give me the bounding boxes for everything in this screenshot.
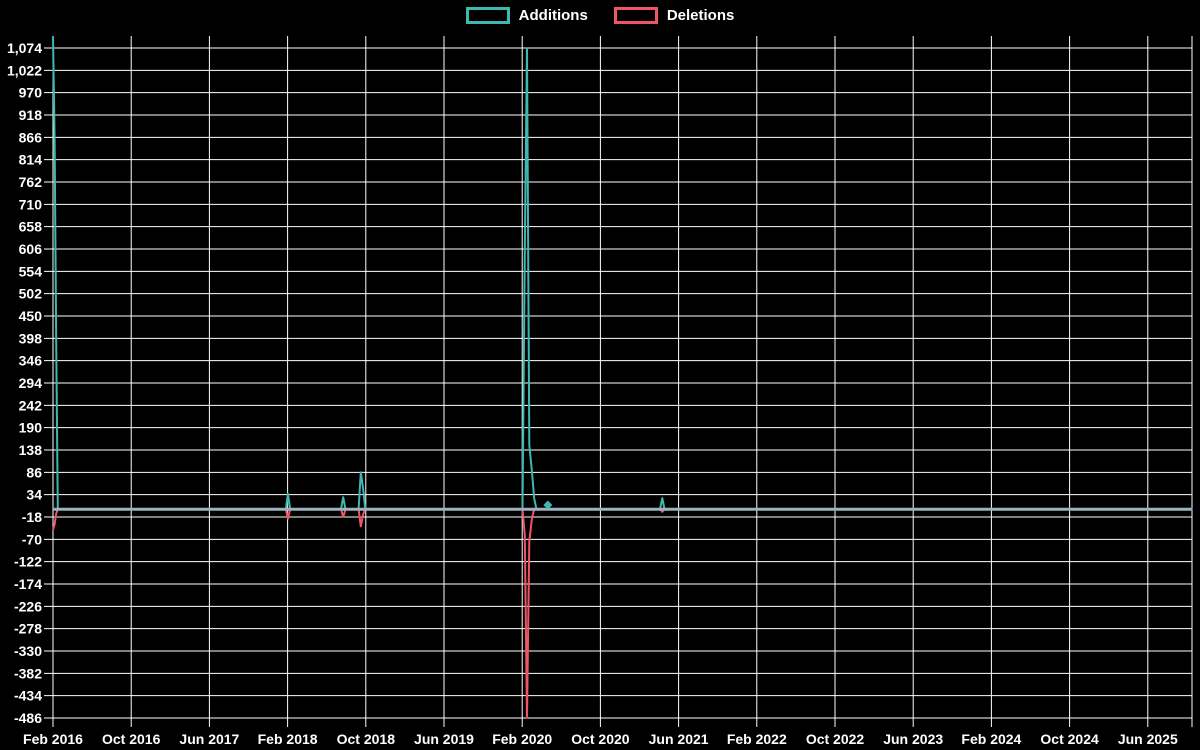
horizontal-gridlines: [44, 47, 1192, 719]
x-axis-tick-label: Feb 2016: [23, 731, 83, 747]
y-axis-tick-label: -122: [14, 554, 42, 570]
y-axis-tick-label: 138: [19, 442, 43, 458]
x-axis-tick-label: Jun 2025: [1118, 731, 1178, 747]
x-axis-tick-label: Feb 2024: [961, 731, 1021, 747]
y-axis-tick-label: 710: [19, 196, 43, 212]
y-axis-tick-label: -382: [14, 665, 42, 681]
x-axis-tick-label: Feb 2018: [258, 731, 318, 747]
y-axis-tick-label: 294: [19, 375, 43, 391]
deletions-swatch-icon: [613, 7, 658, 24]
y-axis-tick-label: 918: [19, 107, 43, 123]
y-axis-tick-label: 606: [19, 241, 43, 257]
x-axis-tick-label: Oct 2020: [571, 731, 630, 747]
x-axis-tick-label: Oct 2024: [1040, 731, 1099, 747]
y-axis-tick-label: -18: [22, 509, 42, 525]
y-axis-tick-label: 34: [26, 487, 42, 503]
chart-legend: Additions Deletions: [0, 7, 1200, 24]
x-axis-tick-label: Jun 2019: [414, 731, 474, 747]
y-axis-tick-label: 970: [19, 85, 43, 101]
additions-swatch-icon: [465, 7, 510, 24]
legend-item-deletions[interactable]: Deletions: [613, 7, 735, 24]
y-axis-tick-label: 1,074: [7, 40, 42, 56]
x-axis-tick-label: Oct 2016: [102, 731, 161, 747]
y-axis-tick-label: -330: [14, 643, 42, 659]
y-axis-tick-label: -174: [14, 576, 42, 592]
x-axis-tick-label: Jun 2023: [883, 731, 943, 747]
y-axis-tick-label: 86: [26, 464, 42, 480]
x-axis-tick-label: Oct 2018: [337, 731, 396, 747]
y-axis-tick-label: -70: [22, 531, 42, 547]
x-axis-tick-labels: Feb 2016 Oct 2016 Jun 2017 Feb 2018 Oct 2018…: [23, 731, 1178, 747]
y-axis-tick-labels: 1,074 1,022 970 918 866 814 762 710 658 606 554 502…: [7, 40, 42, 726]
x-axis-tick-label: Jun 2021: [649, 731, 709, 747]
y-axis-tick-label: 658: [19, 219, 43, 235]
additions-legend-label: Additions: [518, 7, 588, 24]
legend-item-additions[interactable]: Additions: [465, 7, 588, 24]
y-axis-tick-label: 554: [19, 263, 43, 279]
y-axis-tick-label: -226: [14, 598, 42, 614]
y-axis-tick-label: 398: [19, 330, 43, 346]
y-axis-tick-label: 866: [19, 129, 43, 145]
y-axis-tick-label: 502: [19, 286, 43, 302]
deletions-legend-label: Deletions: [666, 7, 735, 24]
x-axis-tick-label: Jun 2017: [179, 731, 239, 747]
y-axis-tick-label: 814: [19, 152, 43, 168]
y-axis-tick-label: 242: [19, 397, 43, 413]
vertical-gridlines: [52, 36, 1193, 727]
y-axis-tick-label: 762: [19, 174, 43, 190]
y-axis-tick-label: 1,022: [7, 62, 42, 78]
y-axis-tick-label: 190: [19, 420, 43, 436]
x-axis-tick-label: Feb 2020: [492, 731, 552, 747]
y-axis-tick-label: -486: [14, 710, 42, 726]
y-axis-tick-label: -278: [14, 621, 42, 637]
y-axis-tick-label: 346: [19, 353, 43, 369]
x-axis-tick-label: Feb 2022: [727, 731, 787, 747]
x-axis-tick-label: Oct 2022: [806, 731, 865, 747]
point-markers: [543, 500, 553, 510]
y-axis-tick-label: -434: [14, 688, 42, 704]
diamond-marker-additions: [543, 500, 553, 510]
y-axis-tick-label: 450: [19, 308, 43, 324]
